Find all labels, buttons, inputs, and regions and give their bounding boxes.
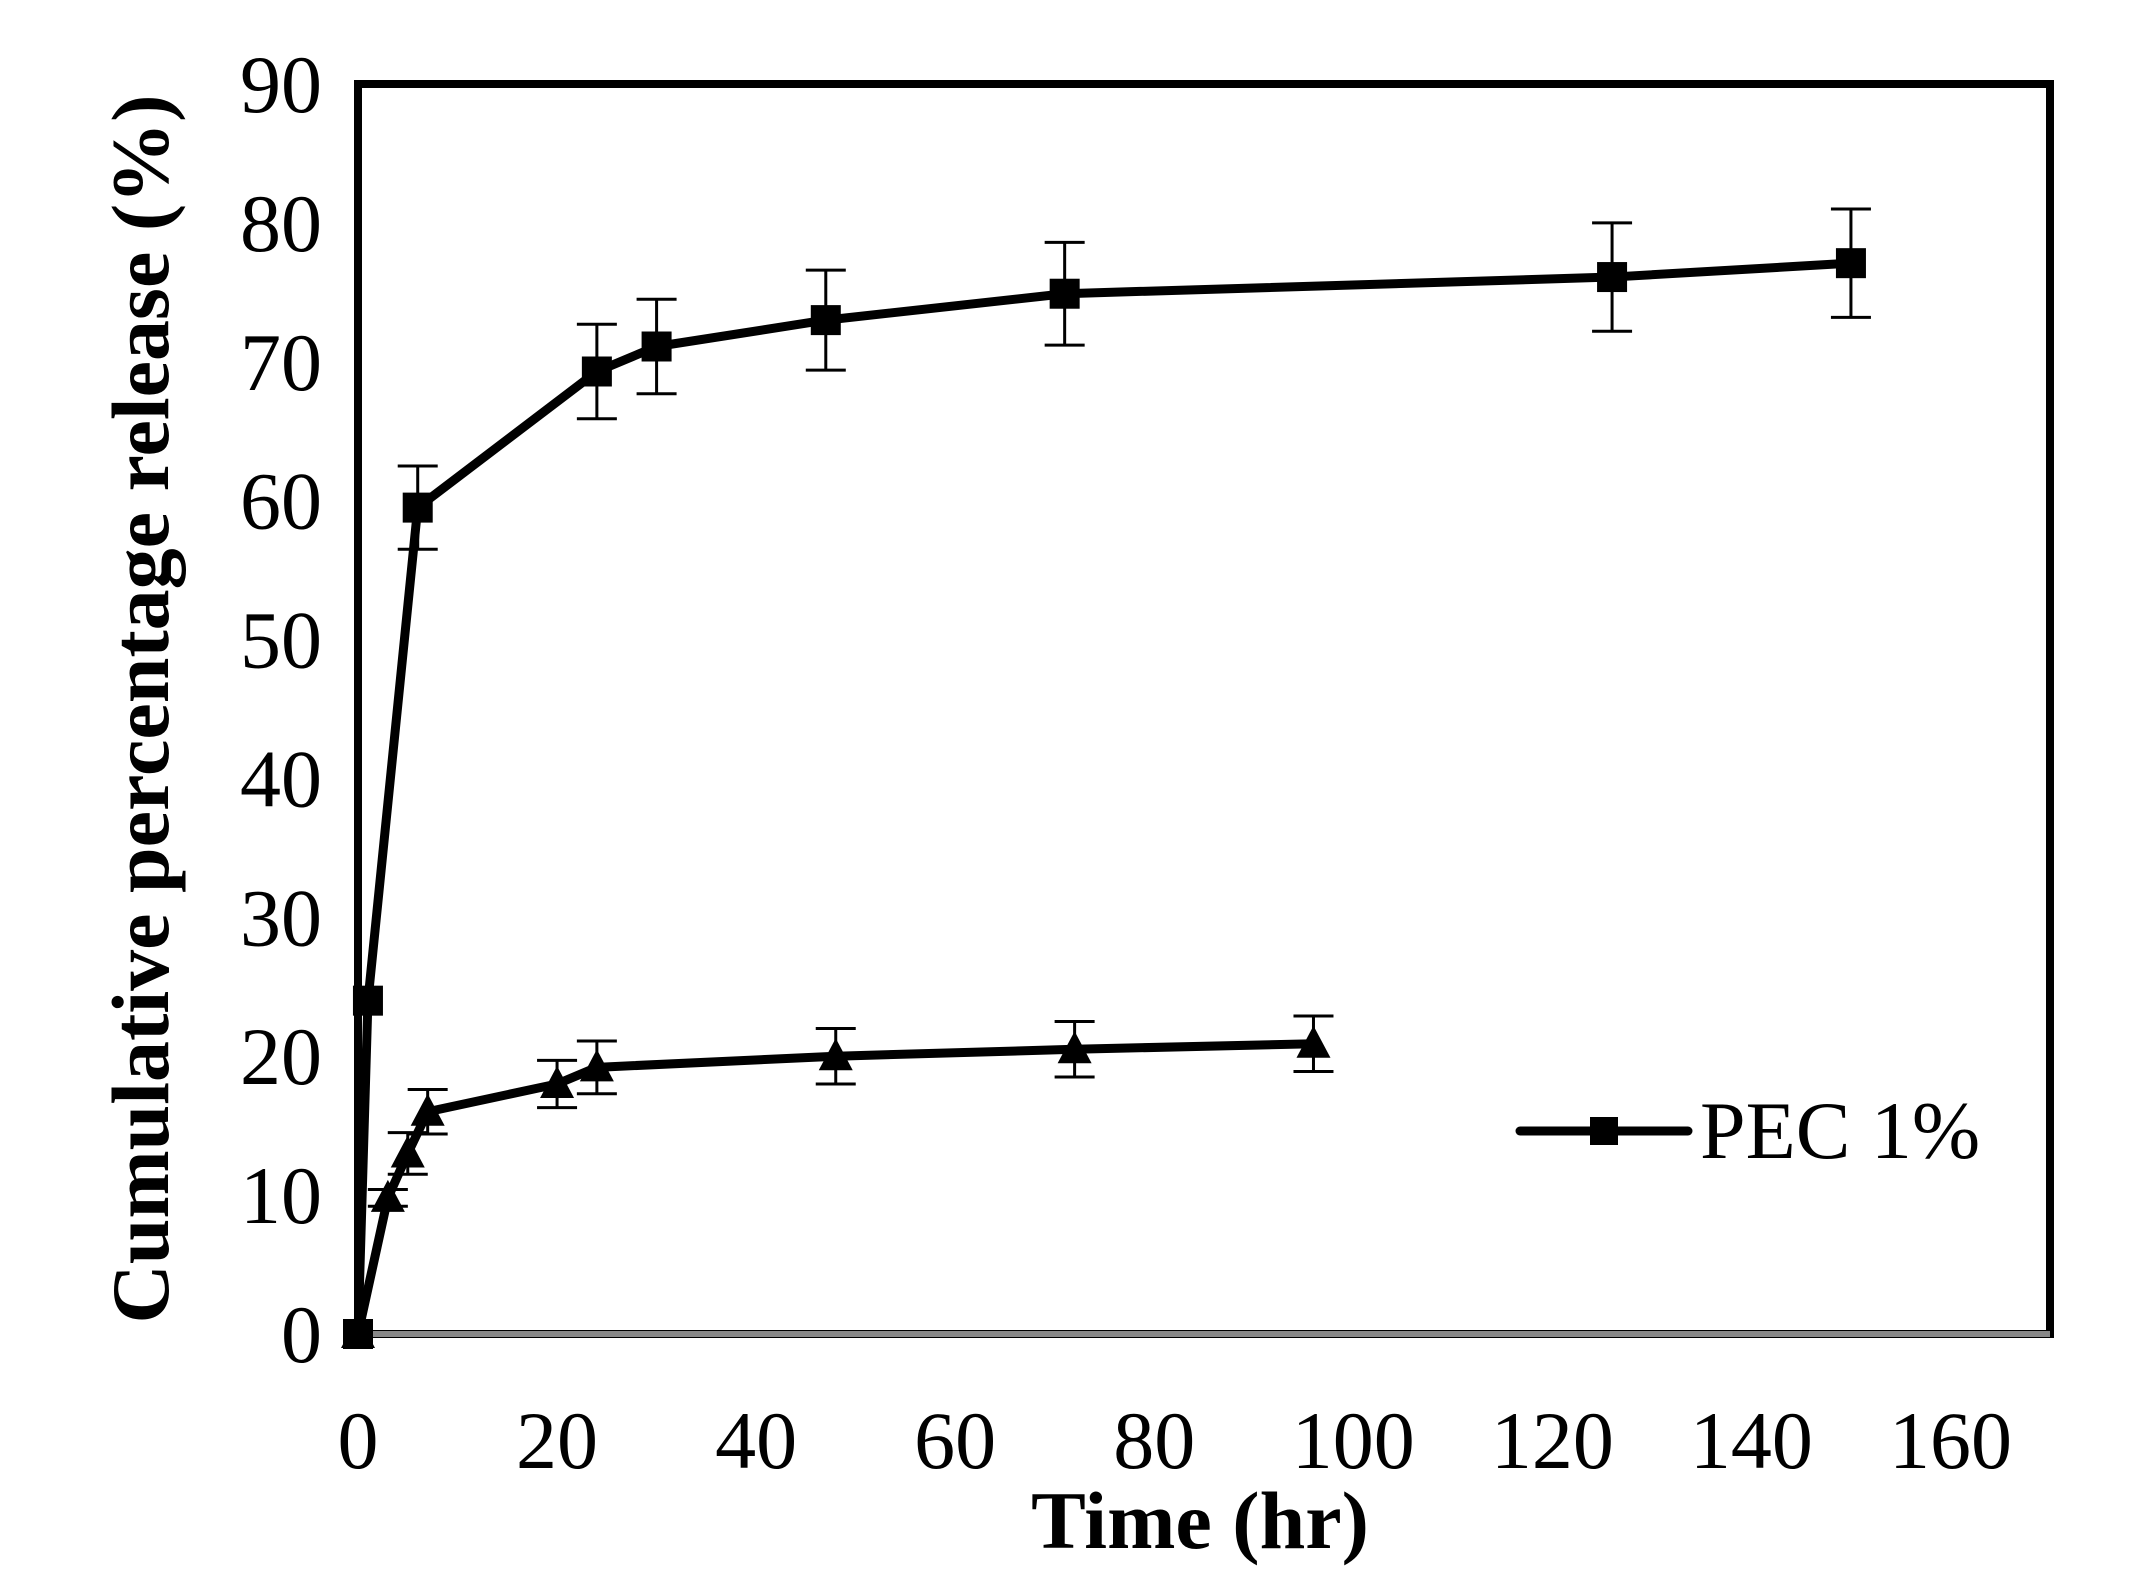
x-tick-label: 140: [1690, 1395, 1813, 1486]
series-layer: [341, 207, 1871, 1349]
x-tick-label: 100: [1292, 1395, 1415, 1486]
x-tick-label: 80: [1113, 1395, 1195, 1486]
y-tick-label: 30: [240, 872, 322, 963]
data-point-triangle: [1296, 1025, 1331, 1058]
y-tick-label: 10: [240, 1150, 322, 1241]
data-point-square: [1597, 262, 1628, 293]
x-tick-label: 20: [516, 1395, 598, 1486]
data-point-square: [581, 356, 612, 387]
series-2: [341, 1014, 1334, 1348]
data-point-triangle: [540, 1066, 575, 1098]
legend-label: PEC 1%: [1700, 1085, 1980, 1176]
data-point-triangle: [410, 1093, 445, 1126]
x-tick-label: 160: [1889, 1395, 2012, 1486]
data-point-square: [402, 492, 433, 523]
y-tick-label: 90: [240, 39, 322, 130]
legend: PEC 1%: [1515, 1085, 1980, 1176]
y-tick-label: 80: [240, 178, 322, 269]
y-tick-label: 50: [240, 595, 322, 686]
data-point-triangle: [370, 1179, 405, 1212]
data-point-triangle: [579, 1049, 614, 1082]
y-tick-label: 20: [240, 1011, 322, 1102]
data-point-triangle: [341, 1316, 375, 1348]
data-point-square: [352, 985, 383, 1016]
x-tick-label: 40: [715, 1395, 797, 1486]
data-point-square: [1049, 278, 1080, 309]
x-axis-ticks: 0 20 40 60 80 100 120 140 160: [338, 1395, 2012, 1486]
data-point-square: [1835, 248, 1866, 279]
y-axis-title: Cumulative percentage release (%): [95, 95, 186, 1324]
y-axis-ticks: 0 10 20 30 40 50 60 70 80 90: [240, 39, 322, 1380]
legend-square-marker: [1590, 1117, 1618, 1145]
y-tick-label: 60: [240, 456, 322, 547]
x-tick-label: 120: [1491, 1395, 1614, 1486]
data-point-triangle: [818, 1038, 853, 1071]
y-tick-label: 0: [281, 1289, 322, 1380]
x-tick-label: 60: [914, 1395, 996, 1486]
data-point-square: [810, 305, 841, 336]
x-tick-label: 0: [338, 1395, 379, 1486]
y-tick-label: 70: [240, 317, 322, 408]
x-axis-title: Time (hr): [1031, 1475, 1369, 1566]
data-point-triangle: [1057, 1031, 1092, 1064]
series-1: [343, 207, 1871, 1349]
data-point-square: [641, 331, 672, 362]
y-tick-label: 40: [240, 733, 322, 824]
data-point-triangle: [390, 1135, 425, 1168]
